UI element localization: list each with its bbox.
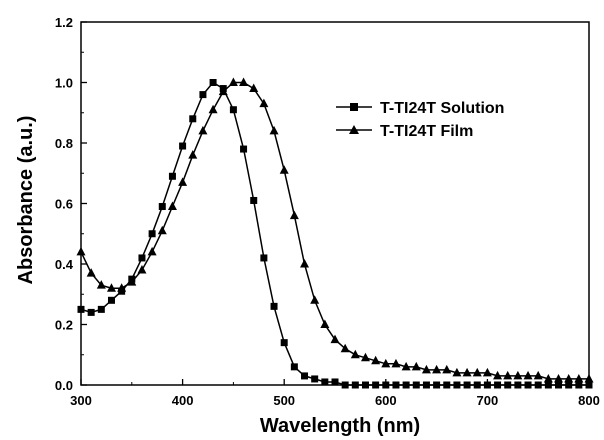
data-point-film xyxy=(96,280,106,289)
data-point-solution xyxy=(158,203,166,211)
data-point-film xyxy=(198,125,208,135)
data-point-film xyxy=(147,246,157,256)
data-point-film xyxy=(371,355,381,365)
plot-frame xyxy=(80,21,590,386)
data-point-solution xyxy=(87,308,95,316)
data-point-film xyxy=(503,370,513,380)
data-point-solution xyxy=(331,378,339,386)
data-point-film xyxy=(554,373,564,383)
data-point-film xyxy=(381,358,391,368)
data-point-film xyxy=(421,364,431,374)
x-axis-title: Wavelength (nm) xyxy=(260,415,420,437)
data-point-film xyxy=(482,367,492,377)
x-tick-label: 300 xyxy=(70,393,92,408)
data-point-film xyxy=(564,373,574,383)
data-point-film xyxy=(523,370,533,380)
data-point-solution xyxy=(260,254,268,262)
data-point-film xyxy=(442,364,452,374)
data-point-film xyxy=(269,125,279,135)
data-point-film xyxy=(330,334,340,344)
data-point-solution xyxy=(290,363,298,371)
y-axis-ticks: 0.0 0.2 0.4 0.6 0.8 1.0 1.2 xyxy=(55,15,87,393)
data-point-solution xyxy=(321,378,329,386)
data-point-solution xyxy=(138,254,146,262)
data-point-film xyxy=(574,373,584,383)
data-point-film xyxy=(106,283,116,292)
data-point-film xyxy=(218,86,228,96)
series-layer xyxy=(76,77,594,389)
data-point-film xyxy=(533,370,543,380)
y-tick-label: 0.8 xyxy=(55,136,73,151)
data-point-solution xyxy=(97,305,105,313)
x-tick-label: 700 xyxy=(477,393,499,408)
data-point-film xyxy=(401,361,411,371)
y-tick-label: 0.6 xyxy=(55,197,73,212)
y-tick-label: 0.2 xyxy=(55,318,73,333)
series-line-film xyxy=(80,81,589,380)
y-tick-label: 1.2 xyxy=(55,15,73,30)
data-point-film xyxy=(432,364,442,374)
y-tick-label: 1.0 xyxy=(55,76,73,91)
data-point-film xyxy=(320,319,330,328)
data-point-solution xyxy=(280,339,288,347)
data-point-solution xyxy=(301,372,309,380)
data-point-film xyxy=(259,98,269,108)
data-point-film xyxy=(391,358,401,368)
data-point-film xyxy=(493,370,503,380)
data-point-solution xyxy=(250,196,258,204)
data-point-film xyxy=(167,201,177,211)
data-point-film xyxy=(249,83,259,93)
data-point-film xyxy=(208,104,218,114)
data-point-solution xyxy=(199,91,207,99)
data-point-film xyxy=(178,177,188,186)
y-tick-label: 0.4 xyxy=(55,257,74,272)
data-point-film xyxy=(279,165,289,174)
data-point-film xyxy=(117,283,127,292)
data-point-solution xyxy=(240,145,248,153)
legend-marker-square xyxy=(350,103,358,111)
data-point-film xyxy=(239,77,249,86)
data-point-solution xyxy=(209,79,217,86)
data-point-film xyxy=(462,367,472,377)
data-point-film xyxy=(157,225,167,235)
x-tick-label: 800 xyxy=(578,393,600,408)
data-point-film xyxy=(86,268,96,277)
data-point-film xyxy=(543,373,553,383)
data-point-solution xyxy=(179,142,187,150)
data-point-solution xyxy=(168,172,176,180)
y-axis-title: Absorbance (a.u.) xyxy=(15,116,37,285)
data-point-solution xyxy=(270,302,278,310)
legend-marker-triangle xyxy=(349,125,359,134)
x-tick-label: 600 xyxy=(375,393,397,408)
data-point-film xyxy=(360,352,370,362)
x-tick-label: 400 xyxy=(172,393,194,408)
data-point-solution xyxy=(311,375,319,383)
data-point-film xyxy=(472,367,482,377)
data-point-film xyxy=(289,210,299,220)
data-point-film xyxy=(188,150,198,159)
data-point-solution xyxy=(189,115,197,123)
data-point-film xyxy=(452,367,462,377)
data-point-solution xyxy=(229,106,237,114)
data-point-film xyxy=(513,370,523,380)
legend: T-TI24T Solution T-TI24T Film xyxy=(336,100,504,140)
data-point-solution xyxy=(148,230,156,238)
data-point-film xyxy=(340,343,350,353)
legend-label-solution: T-TI24T Solution xyxy=(380,100,504,117)
x-tick-label: 500 xyxy=(273,393,295,408)
data-point-film xyxy=(137,265,147,274)
data-point-film xyxy=(411,361,421,371)
data-point-film xyxy=(350,349,360,359)
y-tick-label: 0.0 xyxy=(55,378,73,393)
legend-label-film: T-TI24T Film xyxy=(380,123,473,140)
data-point-solution xyxy=(107,296,115,304)
data-point-film xyxy=(310,295,320,304)
data-point-film xyxy=(127,277,137,286)
data-point-film xyxy=(300,259,310,268)
data-point-film xyxy=(228,77,238,86)
